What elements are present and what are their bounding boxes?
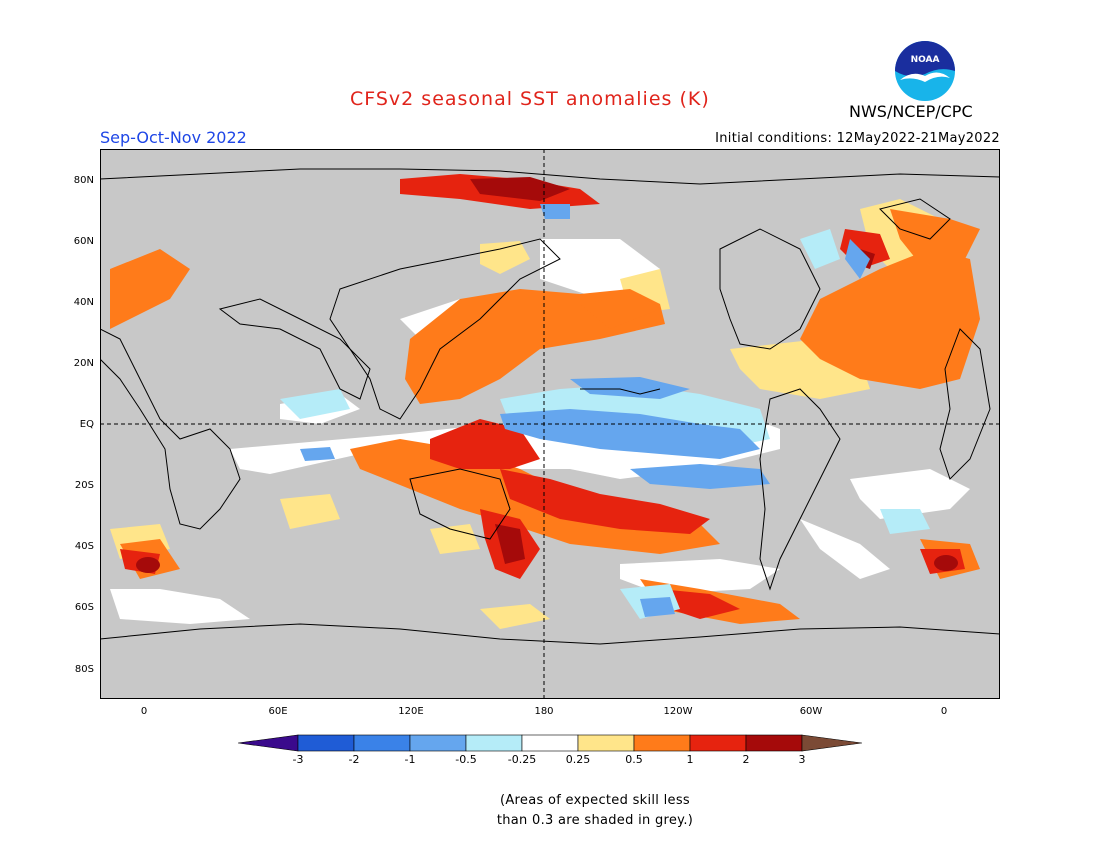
lat-label-40s: 40S — [74, 541, 94, 552]
colorbar-label-3: 3 — [798, 753, 806, 766]
anomaly-neg-1-to-neg-0-5 — [300, 204, 870, 617]
lon-label-60w: 60W — [799, 706, 823, 717]
colorbar-label-neg05: -0.5 — [455, 753, 477, 766]
lat-label-20n: 20N — [73, 358, 94, 369]
colorbar-swatch-neg05-neg025 — [465, 734, 523, 752]
colorbar-label-2: 2 — [742, 753, 750, 766]
colorbar-swatch-neg3-neg2 — [297, 734, 355, 752]
logo-text: NOAA — [911, 55, 940, 65]
lon-label-120e: 120E — [398, 706, 424, 717]
lat-label-80s: 80S — [74, 664, 94, 675]
colorbar-swatch-above-3 — [801, 734, 862, 752]
skill-note-line-1: (Areas of expected skill less — [499, 793, 691, 808]
lat-label-eq: EQ — [79, 419, 94, 430]
colorbar-label-neg3: -3 — [292, 753, 304, 766]
lat-label-60s: 60S — [74, 602, 94, 613]
colorbar-label-05: 0.5 — [625, 753, 643, 766]
lon-label-60e: 60E — [268, 706, 288, 717]
colorbar-label-025: 0.25 — [565, 753, 591, 766]
colorbar-label-neg025: -0.25 — [507, 753, 537, 766]
colorbar-swatch-neg2-neg1 — [353, 734, 411, 752]
colorbar-label-neg1: -1 — [404, 753, 416, 766]
lon-label-0-east: 0 — [940, 706, 948, 717]
lat-label-40n: 40N — [73, 297, 94, 308]
colorbar-swatch-1-2 — [689, 734, 747, 752]
lon-label-120w: 120W — [663, 706, 693, 717]
colorbar-swatch-neg1-neg05 — [409, 734, 467, 752]
lon-label-0: 0 — [140, 706, 148, 717]
colorbar-swatch-2-3 — [745, 734, 803, 752]
season-label: Sep-Oct-Nov 2022 — [100, 128, 247, 147]
colorbar-label-neg2: -2 — [348, 753, 360, 766]
colorbar-swatch-05-1 — [633, 734, 691, 752]
colorbar-swatch-neg025-025 — [521, 734, 579, 752]
colorbar-swatch-025-05 — [577, 734, 635, 752]
noaa-logo: NOAA — [895, 41, 955, 101]
reference-lines — [100, 149, 1000, 699]
lat-label-80n: 80N — [73, 175, 94, 186]
lat-label-20s: 20S — [74, 480, 94, 491]
skill-note: (Areas of expected skill less than 0.3 a… — [470, 791, 720, 831]
chart-title: CFSv2 seasonal SST anomalies (K) — [350, 88, 710, 110]
colorbar-label-1: 1 — [686, 753, 694, 766]
colorbar-swatch-below-neg3 — [238, 734, 299, 752]
sst-anomaly-map — [100, 149, 1000, 699]
anomaly-1-to-2 — [120, 174, 965, 619]
coastlines — [100, 168, 1000, 645]
lat-label-60n: 60N — [73, 236, 94, 247]
lon-label-180: 180 — [534, 706, 554, 717]
initial-conditions-label: Initial conditions: 12May2022-21May2022 — [715, 131, 1000, 146]
colorbar — [238, 734, 862, 752]
agency-label: NWS/NCEP/CPC — [849, 102, 973, 121]
skill-note-line-2: than 0.3 are shaded in grey.) — [496, 813, 694, 828]
